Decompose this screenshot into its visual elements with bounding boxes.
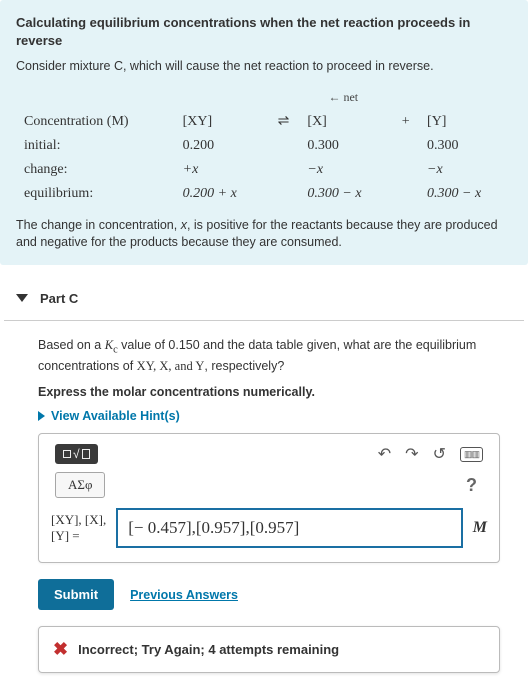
info-desc: Consider mixture C, which will cause the…: [16, 59, 512, 73]
row-label: equilibrium:: [18, 183, 175, 205]
feedback-text: Incorrect; Try Again; 4 attempts remaini…: [78, 642, 339, 657]
view-hints-button[interactable]: View Available Hint(s): [38, 409, 500, 423]
col-header-conc: Concentration (M): [18, 110, 175, 133]
answer-unit: M: [473, 519, 487, 537]
q-vars: XY, X, and Y: [137, 359, 205, 373]
part-header[interactable]: Part C: [4, 273, 524, 321]
lhs-line2: [Y] =: [51, 528, 106, 545]
cell: 0.300 − x: [301, 183, 390, 205]
reset-icon[interactable]: ↺: [433, 444, 446, 464]
cell: −x: [301, 159, 390, 181]
cell: 0.200: [177, 135, 266, 157]
cell: 0.300: [421, 135, 510, 157]
toolbar: √ ↶ ↷ ↺ ▥▥: [51, 444, 487, 464]
col-header-equil: ⇌: [268, 110, 300, 133]
express-instruction: Express the molar concentrations numeric…: [38, 385, 500, 399]
answer-lhs: [XY], [X], [Y] =: [51, 512, 106, 546]
cell: 0.300 − x: [421, 183, 510, 205]
q-prefix: Based on a: [38, 338, 105, 352]
greek-button[interactable]: ΑΣφ: [55, 472, 105, 498]
template-picker-button[interactable]: √: [55, 444, 98, 464]
table-row-header: Concentration (M) [XY] ⇌ [X] + [Y]: [18, 110, 510, 133]
answer-input[interactable]: [− 0.457],[0.957],[0.957]: [116, 508, 463, 548]
part-title: Part C: [40, 291, 78, 306]
info-footer: The change in concentration, x, is posit…: [16, 217, 512, 251]
chevron-down-icon: [16, 294, 28, 302]
answer-row: [XY], [X], [Y] = [− 0.457],[0.957],[0.95…: [51, 508, 487, 548]
net-label: ← net: [268, 87, 420, 108]
row-label: initial:: [18, 135, 175, 157]
col-header-xy: [XY]: [177, 110, 266, 133]
col-header-y: [Y]: [421, 110, 510, 133]
info-title: Calculating equilibrium concentrations w…: [16, 14, 512, 49]
feedback-box: ✖ Incorrect; Try Again; 4 attempts remai…: [38, 626, 500, 673]
cell: 0.300: [301, 135, 390, 157]
ice-table: ← net Concentration (M) [XY] ⇌ [X] + [Y]…: [16, 85, 512, 207]
keyboard-icon[interactable]: ▥▥: [460, 447, 483, 462]
cell: +x: [177, 159, 266, 181]
table-row-equilibrium: equilibrium: 0.200 + x 0.300 − x 0.300 −…: [18, 183, 510, 205]
col-header-x: [X]: [301, 110, 390, 133]
cell: −x: [421, 159, 510, 181]
part-body: Based on a Kc value of 0.150 and the dat…: [0, 321, 528, 684]
lhs-line1: [XY], [X],: [51, 512, 106, 529]
error-icon: ✖: [53, 639, 68, 660]
cell: 0.200 + x: [177, 183, 266, 205]
help-icon[interactable]: ?: [466, 475, 483, 496]
redo-icon[interactable]: ↷: [405, 444, 418, 464]
submit-row: Submit Previous Answers: [38, 579, 500, 610]
submit-button[interactable]: Submit: [38, 579, 114, 610]
table-row-change: change: +x −x −x: [18, 159, 510, 181]
undo-icon[interactable]: ↶: [378, 444, 391, 464]
answer-panel: √ ↶ ↷ ↺ ▥▥ ΑΣφ ? [XY], [X], [Y] = [− 0.4…: [38, 433, 500, 563]
table-row-initial: initial: 0.200 0.300 0.300: [18, 135, 510, 157]
info-box: Calculating equilibrium concentrations w…: [0, 0, 528, 265]
q-suffix: , respectively?: [204, 359, 284, 373]
question-text: Based on a Kc value of 0.150 and the dat…: [38, 337, 500, 376]
previous-answers-link[interactable]: Previous Answers: [130, 588, 238, 602]
chevron-right-icon: [38, 411, 45, 421]
row-label: change:: [18, 159, 175, 181]
col-header-plus: +: [392, 110, 419, 133]
hints-label: View Available Hint(s): [51, 409, 180, 423]
